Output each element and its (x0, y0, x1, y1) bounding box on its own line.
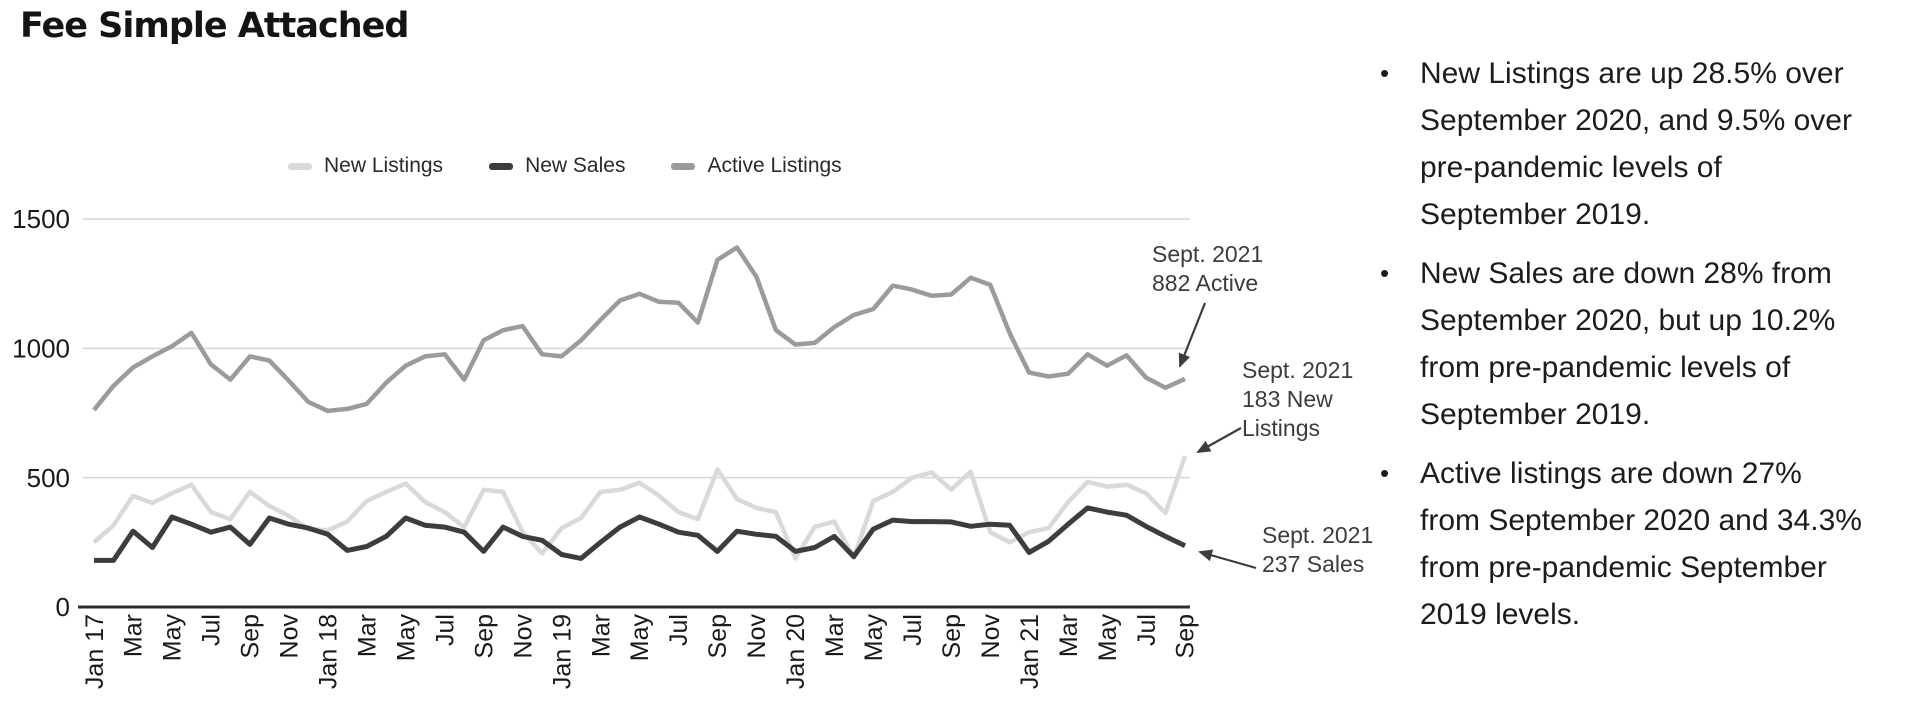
list-item: • Active listings are down 27% from Sept… (1374, 450, 1914, 638)
x-axis-tick-label: Jul (198, 614, 226, 646)
page-title: Fee Simple Attached (20, 6, 409, 46)
x-axis-tick-label: Mar (587, 614, 615, 657)
annotation-arrow-active (1178, 302, 1207, 368)
annotation-new-listings-sept-2021: Sept. 2021 183 New Listings (1242, 357, 1354, 441)
summary-bullet-list: • New Listings are up 28.5% over Septemb… (1374, 50, 1914, 650)
new-sales-swatch-icon (489, 162, 514, 170)
bullet-icon: • (1380, 458, 1390, 488)
legend-item-new-listings: New Listings (288, 154, 443, 178)
x-axis-tick-label: Sep (470, 614, 498, 658)
y-axis-tick-label: 1000 (12, 333, 70, 363)
x-axis-tick-label: Jan 21 (1016, 614, 1044, 689)
legend-item-active-listings: Active Listings (671, 154, 842, 178)
annotation-sales-sept-2021: Sept. 2021 237 Sales (1262, 522, 1374, 577)
annotation-arrow-sales (1198, 549, 1257, 570)
bullet-text-new-sales: New Sales are down 28% from September 20… (1420, 257, 1836, 431)
x-axis-tick-label: Jul (665, 614, 693, 646)
x-axis-tick-label: Jan 20 (782, 614, 810, 689)
series-line-new-sales (94, 505, 1187, 563)
x-axis-tick-label: May (626, 614, 654, 662)
line-chart: 0 500 1000 1500 Jan 17 Mar May Jul Sep Nov Jan 18 M… (12, 204, 1257, 689)
list-item: • New Sales are down 28% from September … (1374, 250, 1914, 438)
x-axis-tick-label: May (1094, 614, 1122, 662)
series-line-new-listings (92, 455, 1188, 561)
x-axis-tick-label: May (392, 614, 420, 662)
x-axis-tick-label: Sep (1172, 614, 1200, 658)
legend-label: Active Listings (707, 154, 842, 177)
x-axis-tick-label: Jul (431, 614, 459, 646)
y-axis-tick-label: 0 (56, 592, 70, 622)
x-axis-tick-label: Nov (743, 614, 771, 659)
y-axis-tick-label: 500 (27, 463, 70, 493)
x-axis-tick-label: Nov (509, 614, 537, 659)
y-axis-tick-label: 1500 (12, 204, 70, 234)
x-axis-tick-label: Jul (1133, 614, 1161, 646)
x-axis-tick-label: Nov (276, 614, 304, 659)
legend-item-new-sales: New Sales (489, 154, 625, 178)
series-line-active-listings (92, 245, 1186, 414)
x-axis-tick-label: Jan 19 (548, 614, 576, 689)
legend-label: New Listings (324, 154, 444, 177)
x-axis-tick-label: Mar (353, 614, 381, 657)
annotation-arrow-new-listings (1196, 427, 1242, 453)
x-axis-tick-label: Nov (977, 614, 1005, 659)
x-axis-tick-label: Sep (704, 614, 732, 658)
active-listings-swatch-icon (671, 162, 696, 170)
x-axis-tick-label: May (159, 614, 187, 662)
legend-label: New Sales (525, 154, 626, 177)
x-axis-tick-label: Jan 18 (315, 614, 343, 689)
new-listings-swatch-icon (288, 162, 312, 170)
x-axis-tick-label: Sep (237, 614, 265, 658)
list-item: • New Listings are up 28.5% over Septemb… (1374, 50, 1914, 238)
bullet-text-new-listings: New Listings are up 28.5% over September… (1420, 57, 1852, 231)
chart-legend: New Listings New Sales Active Listings (288, 154, 842, 178)
bullet-text-active-listings: Active listings are down 27% from Septem… (1420, 457, 1862, 631)
x-axis-tick-label: Mar (821, 614, 849, 657)
x-axis-tick-label: Mar (120, 614, 148, 657)
x-axis-tick-label: May (860, 614, 888, 662)
bullet-icon: • (1380, 258, 1390, 288)
x-axis-tick-label: Jul (899, 614, 927, 646)
annotation-active-sept-2021: Sept. 2021 882 Active (1152, 241, 1264, 296)
x-axis-tick-label: Jan 17 (81, 614, 109, 689)
x-axis-tick-label: Sep (938, 614, 966, 658)
x-axis-tick-label: Mar (1055, 614, 1083, 657)
bullet-icon: • (1380, 58, 1390, 88)
